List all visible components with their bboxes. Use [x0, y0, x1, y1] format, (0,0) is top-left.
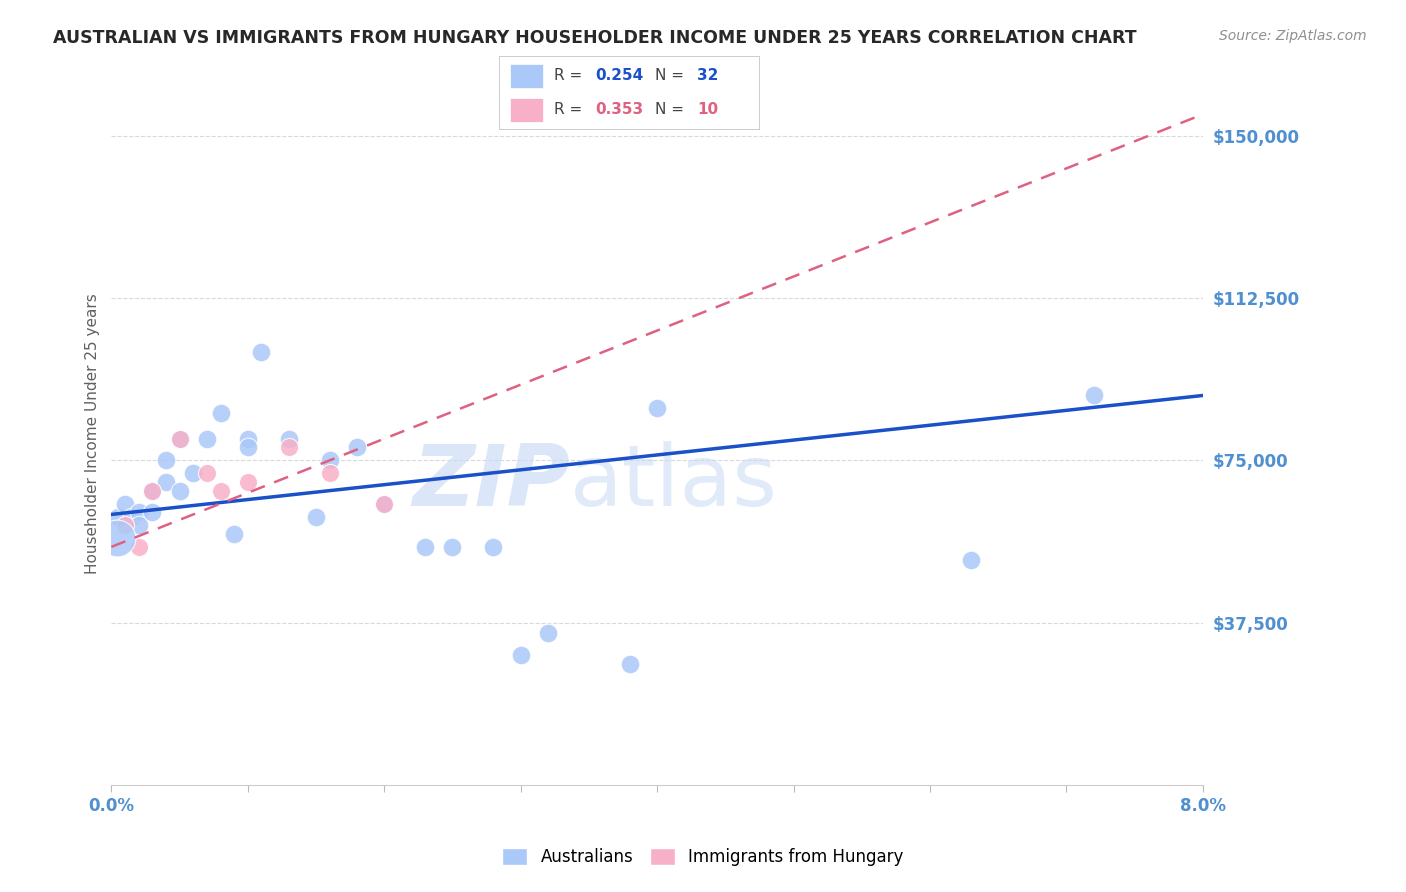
Point	[509, 648, 531, 662]
Point	[318, 453, 340, 467]
Point	[318, 467, 340, 481]
Point	[195, 432, 218, 446]
Point	[107, 509, 129, 524]
Point	[1083, 388, 1105, 402]
Legend: Australians, Immigrants from Hungary: Australians, Immigrants from Hungary	[495, 841, 911, 873]
Text: ZIP: ZIP	[412, 441, 569, 524]
Text: R =: R =	[554, 103, 586, 118]
Point	[195, 467, 218, 481]
Point	[441, 540, 464, 554]
Point	[645, 401, 668, 416]
Point	[155, 453, 177, 467]
Text: 10: 10	[697, 103, 718, 118]
Point	[128, 518, 150, 533]
Point	[346, 441, 368, 455]
Point	[209, 406, 232, 420]
Point	[236, 432, 259, 446]
Text: N =: N =	[655, 68, 689, 83]
Point	[169, 432, 191, 446]
Point	[277, 432, 299, 446]
Text: AUSTRALIAN VS IMMIGRANTS FROM HUNGARY HOUSEHOLDER INCOME UNDER 25 YEARS CORRELAT: AUSTRALIAN VS IMMIGRANTS FROM HUNGARY HO…	[53, 29, 1137, 46]
Point	[619, 657, 641, 671]
Point	[224, 527, 246, 541]
Point	[141, 505, 163, 519]
Point	[209, 483, 232, 498]
Point	[277, 441, 299, 455]
Point	[305, 509, 328, 524]
Point	[373, 497, 395, 511]
Bar	[509, 98, 543, 122]
Point	[413, 540, 436, 554]
Text: 0.254: 0.254	[595, 68, 644, 83]
Y-axis label: Householder Income Under 25 years: Householder Income Under 25 years	[86, 293, 100, 574]
Text: N =: N =	[655, 103, 689, 118]
Bar	[509, 63, 543, 87]
Point	[128, 505, 150, 519]
Point	[537, 626, 560, 640]
Point	[155, 475, 177, 489]
Point	[960, 553, 983, 567]
Point	[250, 345, 273, 359]
Point	[121, 509, 143, 524]
Point	[236, 441, 259, 455]
Point	[169, 483, 191, 498]
Text: atlas: atlas	[569, 441, 778, 524]
Point	[114, 497, 136, 511]
Text: 0.353: 0.353	[595, 103, 644, 118]
Text: R =: R =	[554, 68, 586, 83]
Point	[373, 497, 395, 511]
Point	[141, 483, 163, 498]
Point	[482, 540, 505, 554]
Point	[169, 432, 191, 446]
Text: Source: ZipAtlas.com: Source: ZipAtlas.com	[1219, 29, 1367, 43]
Point	[181, 467, 204, 481]
Point	[105, 531, 128, 545]
Text: 32: 32	[697, 68, 718, 83]
Point	[114, 518, 136, 533]
Point	[141, 483, 163, 498]
Point	[236, 475, 259, 489]
Point	[128, 540, 150, 554]
